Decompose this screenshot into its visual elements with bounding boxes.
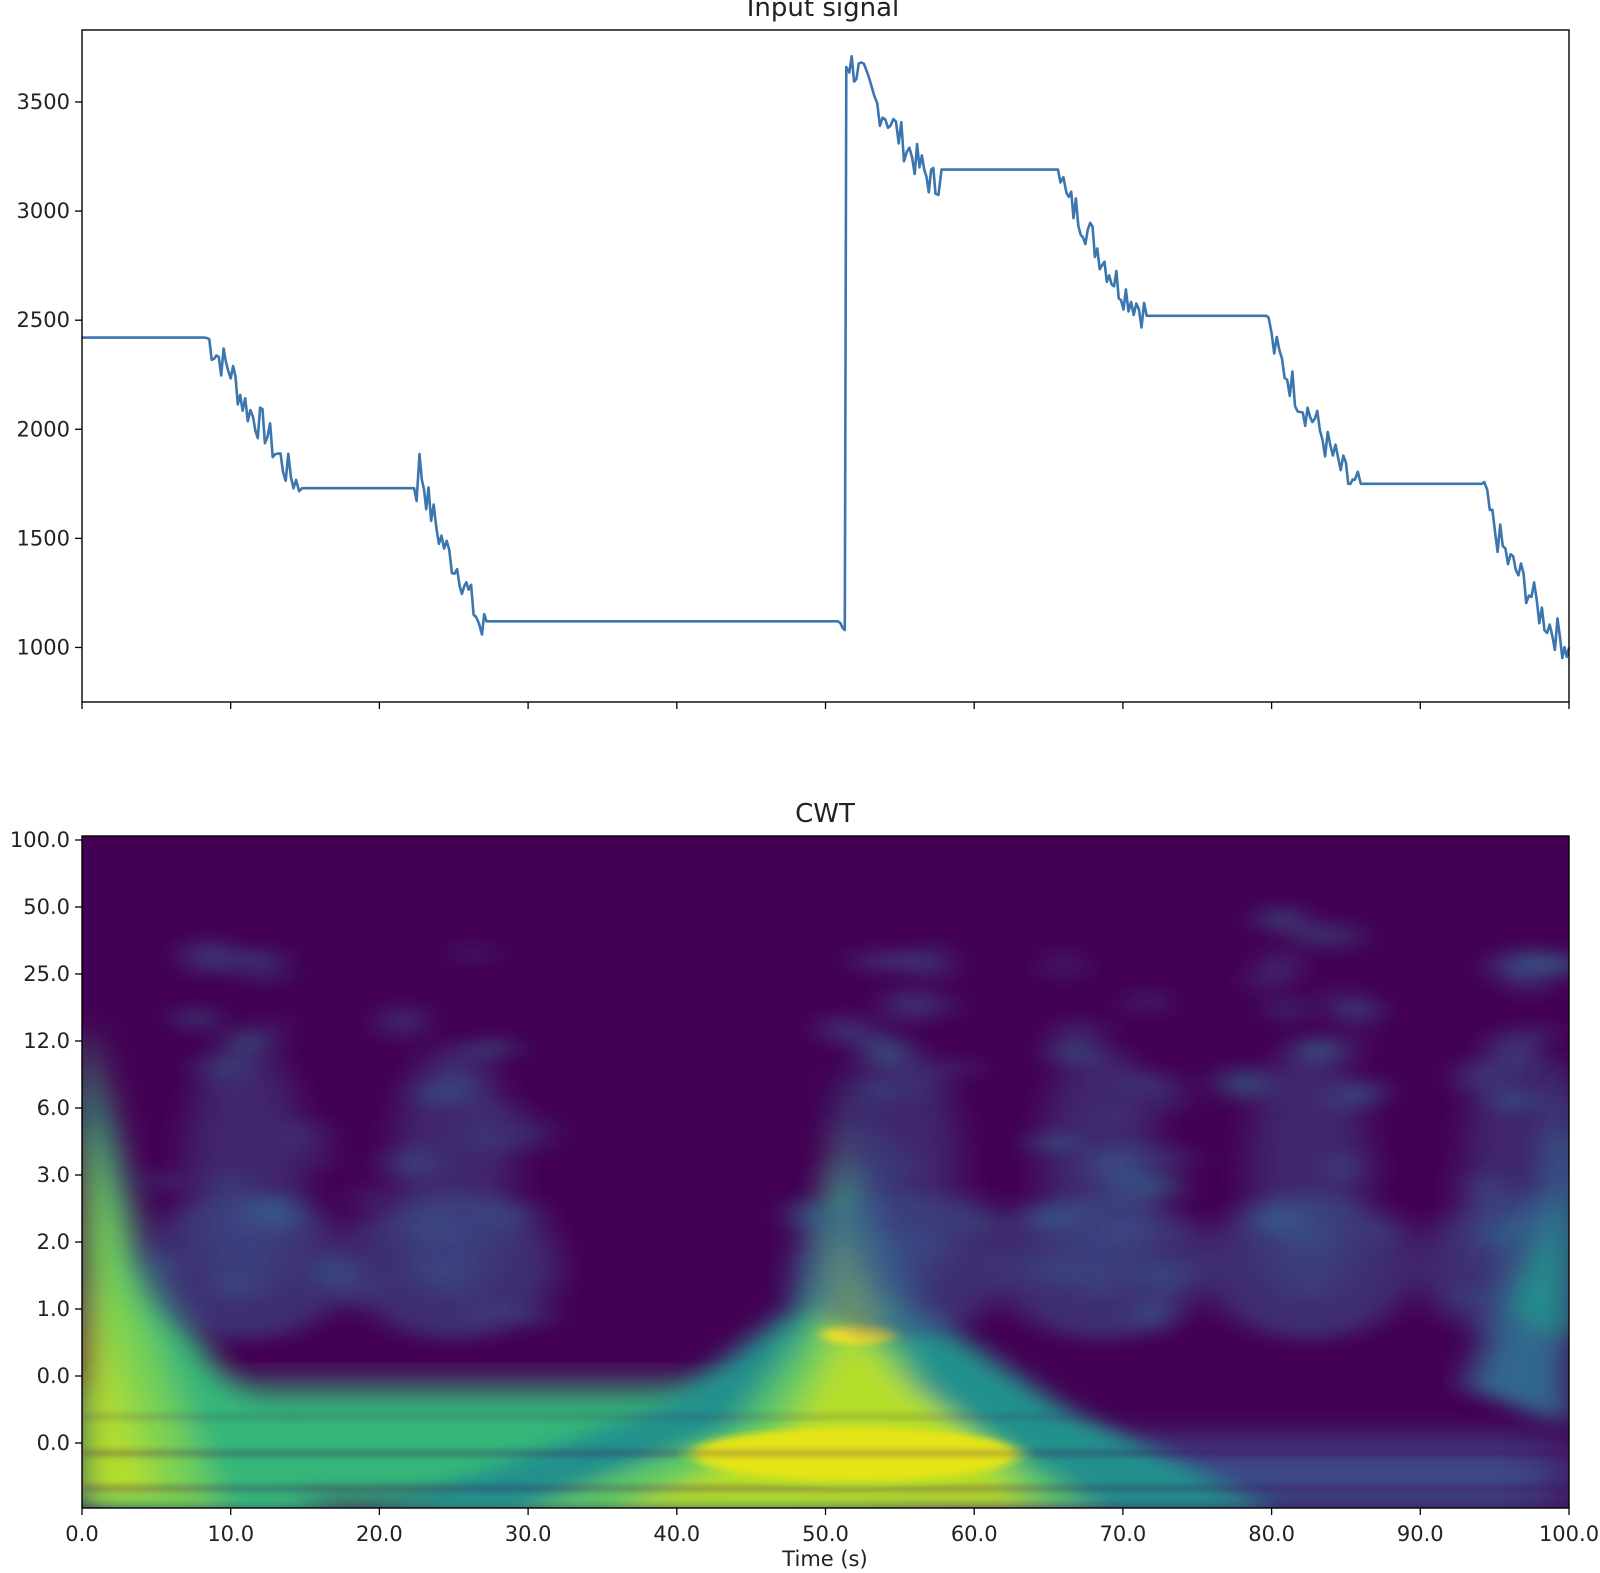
y-tick-label: 1.0 xyxy=(37,1297,70,1321)
y-tick-label: 25.0 xyxy=(23,962,70,986)
input-signal-line xyxy=(82,54,1571,660)
cwt-central-peak xyxy=(82,1325,1569,1491)
y-tick-label: 0.0 xyxy=(37,1431,70,1455)
cwt-left-edge-cone xyxy=(82,1017,320,1508)
y-tick-label: 0.0 xyxy=(37,1364,70,1388)
input-signal-series-group xyxy=(82,54,1571,660)
cwt-title: CWT xyxy=(795,799,855,829)
y-tick-label: 3000 xyxy=(17,199,70,223)
y-tick-label: 100.0 xyxy=(10,828,70,852)
y-tick-label: 12.0 xyxy=(23,1029,70,1053)
input-signal-x-axis xyxy=(81,702,1570,709)
x-tick-label: 10.0 xyxy=(207,1522,254,1546)
y-tick-label: 50.0 xyxy=(23,895,70,919)
x-tick-label: 40.0 xyxy=(653,1522,700,1546)
x-tick-label: 20.0 xyxy=(356,1522,403,1546)
y-tick-label: 3.0 xyxy=(37,1163,70,1187)
cwt-right-edge-cone xyxy=(1464,1051,1569,1428)
x-tick-label: 90.0 xyxy=(1397,1522,1444,1546)
x-tick-label: 0.0 xyxy=(65,1522,98,1546)
x-tick-label: 100.0 xyxy=(1539,1522,1599,1546)
y-tick-label: 3500 xyxy=(17,90,70,114)
y-tick-label: 2500 xyxy=(17,308,70,332)
x-tick-label: 30.0 xyxy=(505,1522,552,1546)
input-signal-panel: Input signal 1000 1500 2000 2500 3000 3500 xyxy=(17,0,1571,709)
input-signal-title: Input signal xyxy=(747,0,900,23)
y-tick-label: 1000 xyxy=(17,635,70,659)
y-tick-label: 1500 xyxy=(17,526,70,550)
x-tick-label: 70.0 xyxy=(1100,1522,1147,1546)
cwt-panel: CWT xyxy=(10,799,1599,1571)
cwt-x-axis-label: Time (s) xyxy=(781,1547,867,1571)
x-tick-label: 60.0 xyxy=(951,1522,998,1546)
x-tick-label: 50.0 xyxy=(802,1522,849,1546)
y-tick-label: 6.0 xyxy=(37,1096,70,1120)
cwt-heatmap xyxy=(82,836,1569,1508)
cwt-y-axis: 100.0 50.0 25.0 12.0 6.0 3.0 2.0 1.0 0.0 0.0 xyxy=(10,828,82,1455)
cwt-fine-scale-patterns xyxy=(141,906,1569,1340)
input-signal-y-axis: 1000 1500 2000 2500 3000 3500 xyxy=(17,90,82,659)
cwt-x-axis: 0.0 10.0 20.0 30.0 40.0 50.0 60.0 70.0 80.0 90.0 1… xyxy=(65,1508,1599,1546)
x-tick-label: 80.0 xyxy=(1248,1522,1295,1546)
y-tick-label: 2.0 xyxy=(37,1230,70,1254)
y-tick-label: 2000 xyxy=(17,417,70,441)
